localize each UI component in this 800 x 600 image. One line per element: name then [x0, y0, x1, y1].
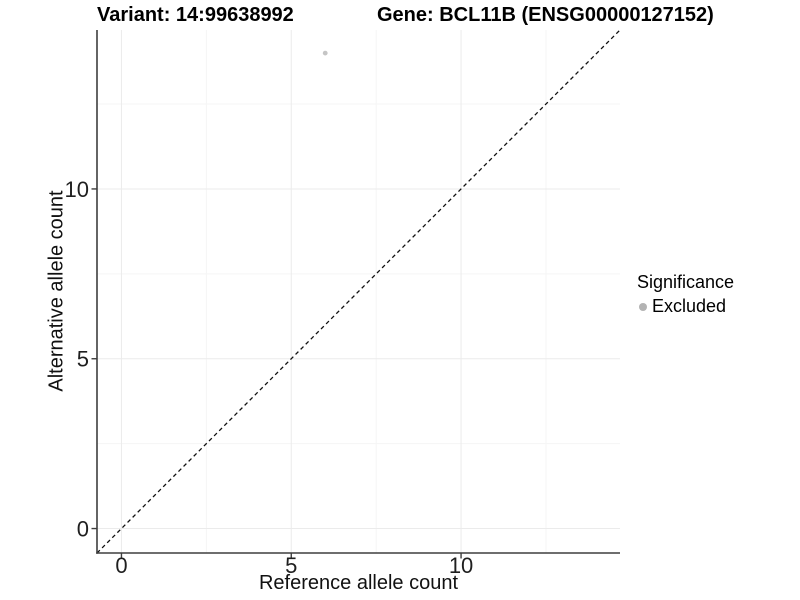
plot-title-variant: Variant: 14:99638992 — [97, 4, 294, 26]
y-tick-label: 10 — [65, 177, 89, 202]
identity-dashed-line — [96, 29, 621, 554]
legend-title: Significance — [637, 272, 735, 292]
x-tick-label: 5 — [285, 553, 297, 578]
x-tick-label: 0 — [115, 553, 127, 578]
y-tick-label: 0 — [77, 517, 89, 542]
y-tick-label: 5 — [77, 347, 89, 372]
excluded-point-icon — [639, 302, 647, 311]
data-point — [322, 50, 328, 56]
plot-title-gene: Gene: BCL11B (ENSG00000127152) — [377, 4, 714, 26]
legend-item-label: Excluded — [652, 296, 727, 316]
legend-item-excluded: Excluded — [636, 296, 734, 317]
y-axis-title: Alternative allele count — [45, 190, 68, 392]
x-axis-title: Reference allele count — [258, 572, 458, 594]
legend: Significance Excluded — [636, 272, 734, 317]
x-tick-label: 10 — [449, 553, 473, 578]
